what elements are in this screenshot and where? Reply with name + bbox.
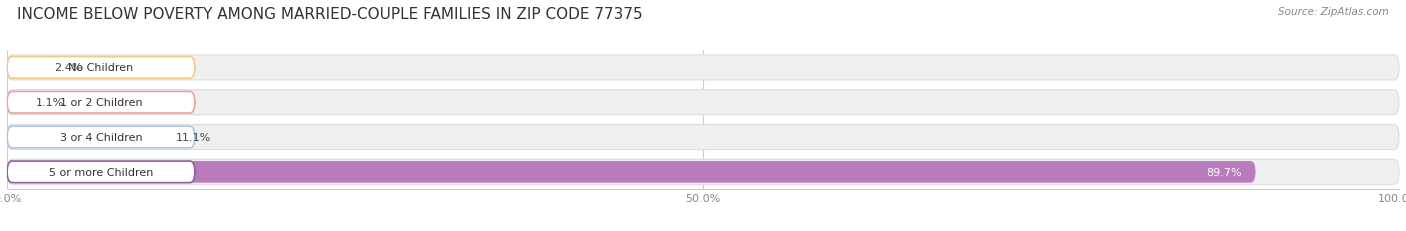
Text: 1.1%: 1.1% [37,98,65,108]
Text: INCOME BELOW POVERTY AMONG MARRIED-COUPLE FAMILIES IN ZIP CODE 77375: INCOME BELOW POVERTY AMONG MARRIED-COUPL… [17,7,643,22]
Text: 1 or 2 Children: 1 or 2 Children [59,98,142,108]
FancyBboxPatch shape [7,56,1399,81]
FancyBboxPatch shape [7,90,1399,115]
Text: 11.1%: 11.1% [176,132,211,143]
Text: 3 or 4 Children: 3 or 4 Children [59,132,142,143]
FancyBboxPatch shape [7,92,195,113]
Text: Source: ZipAtlas.com: Source: ZipAtlas.com [1278,7,1389,17]
Text: 2.4%: 2.4% [55,63,83,73]
FancyBboxPatch shape [7,161,1256,183]
Text: No Children: No Children [69,63,134,73]
FancyBboxPatch shape [7,161,195,183]
Text: 5 or more Children: 5 or more Children [49,167,153,177]
FancyBboxPatch shape [7,92,22,113]
FancyBboxPatch shape [7,58,41,79]
FancyBboxPatch shape [7,58,195,79]
FancyBboxPatch shape [7,125,1399,150]
FancyBboxPatch shape [7,160,1399,185]
FancyBboxPatch shape [7,127,195,148]
FancyBboxPatch shape [7,127,162,148]
Text: 89.7%: 89.7% [1206,167,1241,177]
